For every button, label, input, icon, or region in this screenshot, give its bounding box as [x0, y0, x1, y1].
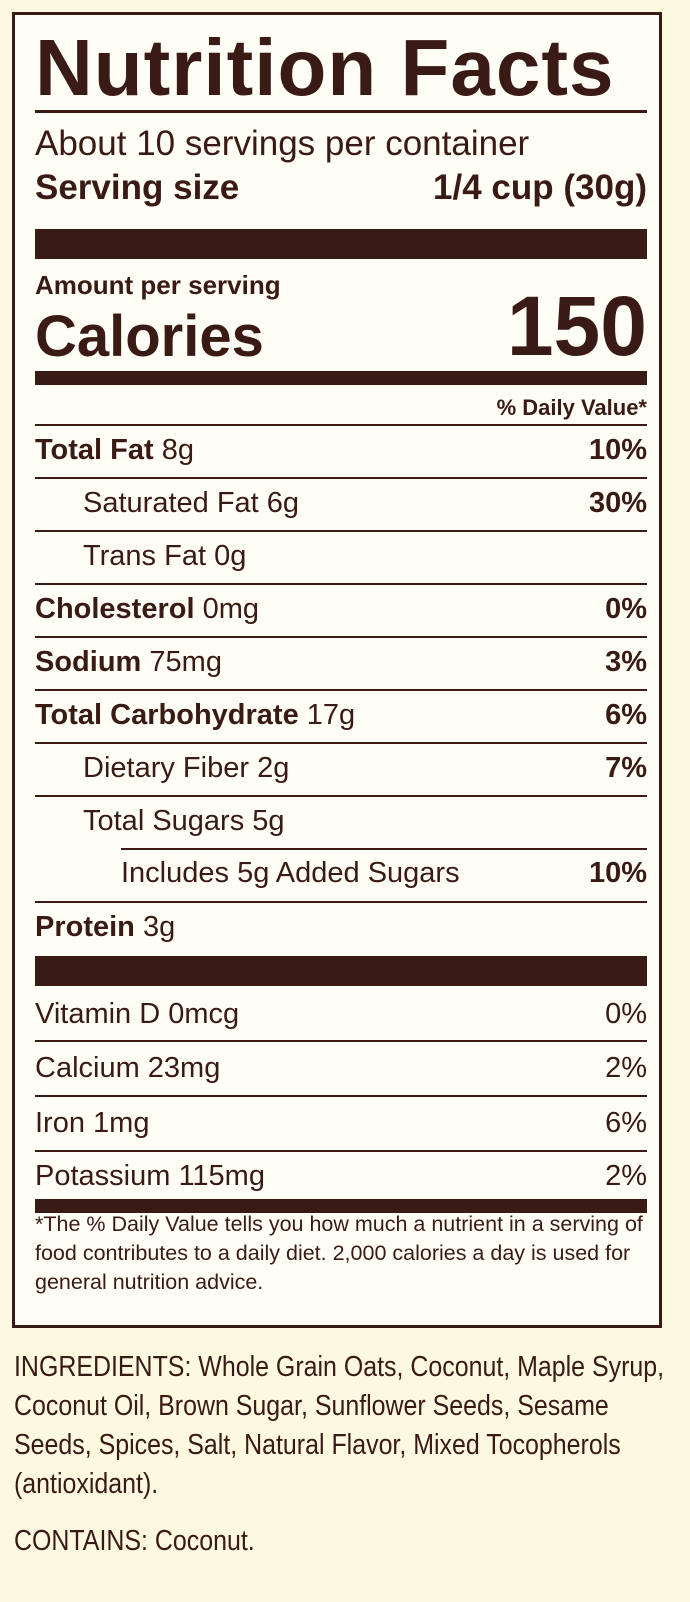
nutrient-amount: 0mg: [202, 593, 260, 625]
nutrient-name: Total Sugars: [83, 805, 245, 837]
nutrient-dv: 10%: [588, 857, 647, 889]
divider: [35, 110, 647, 113]
nutrient-row: Protein 3g: [35, 901, 647, 952]
nutrient-row: Trans Fat 0g: [35, 530, 647, 581]
serving-size: Serving size 1/4 cup (30g): [35, 165, 647, 211]
nutrient-amount: 3g: [142, 911, 176, 943]
calories-value: 150: [506, 279, 647, 373]
nutrient-amount: 2g: [257, 752, 290, 784]
footnote: *The % Daily Value tells you how much a …: [35, 1212, 643, 1294]
vitamin-name: Iron 1mg: [35, 1107, 150, 1139]
calories: Calories 150: [35, 283, 647, 369]
nutrient-name: Includes 5g Added Sugars: [121, 857, 460, 889]
nutrition-facts-panel: Nutrition Facts About 10 servings per co…: [12, 12, 662, 1328]
nutrient-amount: 75mg: [149, 646, 222, 678]
nutrient-dv: 10%: [588, 434, 647, 466]
medium-divider: [35, 371, 647, 385]
nutrient-amount: 0g: [214, 540, 247, 572]
nutrient-name: Cholesterol: [35, 593, 195, 625]
label-title: Nutrition Facts: [35, 23, 615, 112]
nutrient-amount: 6g: [266, 487, 300, 519]
calories-label: Calories: [35, 304, 264, 369]
nutrient-row: Total Sugars 5g: [35, 795, 647, 846]
nutrient-dv: 0%: [605, 593, 647, 625]
nutrient-row: Total Carbohydrate 17g 6%: [35, 689, 647, 740]
nutrient-row: Saturated Fat 6g 30%: [35, 477, 647, 528]
nutrient-amount: 8g: [161, 434, 195, 466]
nutrient-name: Total Carbohydrate: [35, 699, 299, 731]
serving-size-value: 1/4 cup (30g): [433, 168, 647, 207]
amount-per-serving: Amount per serving: [35, 270, 281, 300]
vitamin-row: Calcium 23mg 2%: [35, 1040, 647, 1095]
nutrient-dv: 7%: [605, 752, 647, 784]
vitamin-dv: 0%: [605, 998, 647, 1030]
vitamin-name: Vitamin D 0mcg: [35, 998, 240, 1030]
thick-divider: [35, 229, 647, 259]
nutrient-row: Sodium 75mg 3%: [35, 636, 647, 687]
servings-per-container: About 10 servings per container: [35, 124, 530, 163]
nutrient-name: Saturated Fat: [83, 487, 259, 519]
nutrient-amount: 5g: [252, 805, 285, 837]
vitamin-dv: 2%: [605, 1052, 647, 1084]
vitamin-row: Vitamin D 0mcg 0%: [35, 989, 647, 1040]
thick-divider: [35, 956, 647, 986]
vitamin-row: Iron 1mg 6%: [35, 1095, 647, 1150]
vitamin-row: Potassium 115mg 2%: [35, 1150, 647, 1200]
vitamin-dv: 2%: [605, 1159, 647, 1192]
medium-divider: [35, 1199, 647, 1213]
nutrient-row: Cholesterol 0mg 0%: [35, 583, 647, 634]
nutrient-name: Dietary Fiber: [83, 752, 249, 784]
nutrient-name: Protein: [35, 911, 135, 943]
nutrient-dv: 3%: [605, 646, 647, 678]
vitamin-name: Potassium 115mg: [35, 1159, 265, 1192]
serving-size-label: Serving size: [35, 168, 240, 207]
nutrient-dv: 6%: [605, 699, 647, 731]
daily-value-header: % Daily Value*: [496, 395, 647, 420]
nutrient-name: Sodium: [35, 646, 142, 678]
allergen-contains: CONTAINS: Coconut.: [14, 1525, 255, 1557]
vitamin-dv: 6%: [605, 1107, 647, 1139]
nutrient-name: Total Fat: [35, 434, 154, 466]
vitamin-name: Calcium 23mg: [35, 1052, 221, 1084]
ingredients: INGREDIENTS: Whole Grain Oats, Coconut, …: [14, 1351, 665, 1500]
nutrient-amount: 17g: [306, 699, 356, 731]
nutrient-dv: 30%: [588, 487, 647, 519]
nutrient-name: Trans Fat: [83, 540, 207, 572]
nutrient-row: Dietary Fiber 2g 7%: [35, 742, 647, 793]
nutrient-row: Total Fat 8g 10%: [35, 424, 647, 475]
nutrient-row: Includes 5g Added Sugars 10%: [35, 848, 647, 899]
